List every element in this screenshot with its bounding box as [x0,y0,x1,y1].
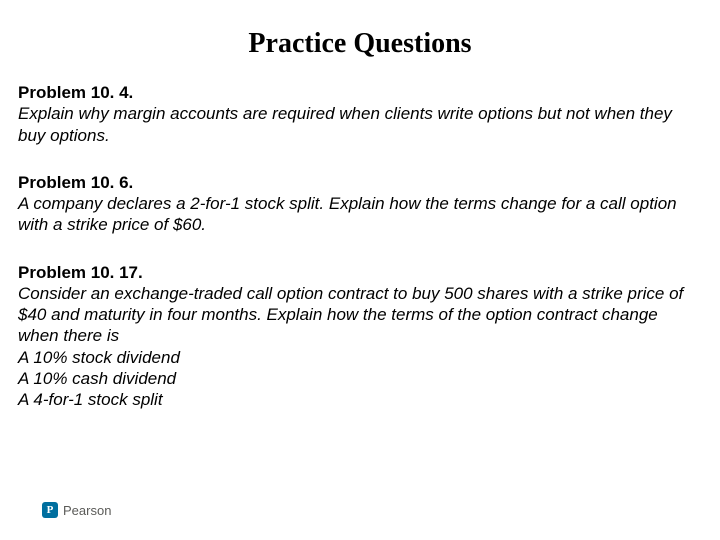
page-title: Practice Questions [18,28,702,60]
publisher-name: Pearson [63,503,111,518]
publisher-logo: P Pearson [42,502,111,518]
problem-body: Explain why margin accounts are required… [18,103,702,146]
slide: Practice Questions Problem 10. 4. Explai… [0,0,720,540]
problem-heading: Problem 10. 17. [18,262,702,283]
problem-body: Consider an exchange-traded call option … [18,283,702,411]
pearson-icon: P [42,502,58,518]
problem-body: A company declares a 2-for-1 stock split… [18,193,702,236]
problem-heading: Problem 10. 6. [18,172,702,193]
logo-letter: P [47,504,54,516]
problem-block: Problem 10. 4. Explain why margin accoun… [18,82,702,146]
problem-block: Problem 10. 6. A company declares a 2-fo… [18,172,702,236]
problem-heading: Problem 10. 4. [18,82,702,103]
problem-block: Problem 10. 17. Consider an exchange-tra… [18,262,702,411]
